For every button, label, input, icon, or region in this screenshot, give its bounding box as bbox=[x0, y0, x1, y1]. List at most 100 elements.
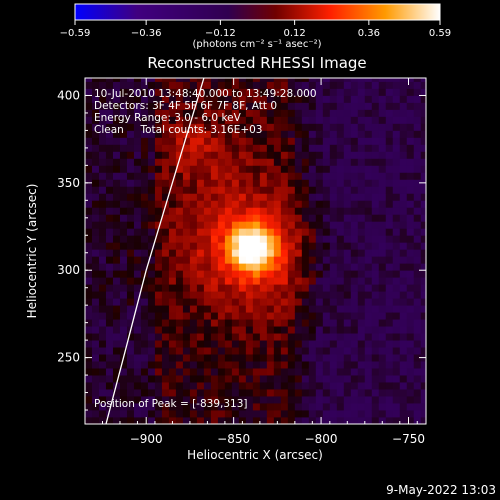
heatmap-cell bbox=[133, 116, 142, 124]
heatmap-cell bbox=[287, 109, 296, 117]
heatmap-cell bbox=[105, 200, 114, 208]
heatmap-cell bbox=[175, 375, 184, 383]
heatmap-cell bbox=[322, 263, 331, 271]
heatmap-cell bbox=[280, 305, 289, 313]
heatmap-cell bbox=[112, 242, 121, 250]
heatmap-cell bbox=[112, 144, 121, 152]
heatmap-cell bbox=[364, 396, 373, 404]
heatmap-cell bbox=[308, 326, 317, 334]
heatmap-cell bbox=[119, 298, 128, 306]
heatmap-cell bbox=[385, 144, 394, 152]
heatmap-cell bbox=[378, 361, 387, 369]
heatmap-cell bbox=[378, 354, 387, 362]
heatmap-cell bbox=[413, 340, 422, 348]
heatmap-cell bbox=[161, 144, 170, 152]
heatmap-cell bbox=[175, 291, 184, 299]
heatmap-cell bbox=[126, 298, 135, 306]
heatmap-cell bbox=[329, 347, 338, 355]
heatmap-cell bbox=[112, 396, 121, 404]
heatmap-cell bbox=[287, 207, 296, 215]
heatmap-cell bbox=[161, 249, 170, 257]
heatmap-cell bbox=[301, 109, 310, 117]
heatmap-cell bbox=[140, 326, 149, 334]
heatmap-cell bbox=[287, 403, 296, 411]
heatmap-cell bbox=[189, 333, 198, 341]
heatmap-cell bbox=[322, 305, 331, 313]
heatmap-cell bbox=[91, 151, 100, 159]
heatmap-cell bbox=[294, 319, 303, 327]
heatmap-cell bbox=[322, 347, 331, 355]
heatmap-cell bbox=[168, 270, 177, 278]
heatmap-cell bbox=[133, 228, 142, 236]
heatmap-cell bbox=[189, 410, 198, 418]
heatmap-cell bbox=[91, 326, 100, 334]
heatmap-cell bbox=[413, 389, 422, 397]
heatmap-cell bbox=[238, 319, 247, 327]
heatmap-cell bbox=[371, 263, 380, 271]
heatmap-cell bbox=[91, 263, 100, 271]
heatmap-cell bbox=[175, 137, 184, 145]
heatmap-cell bbox=[406, 249, 415, 257]
heatmap-cell bbox=[105, 277, 114, 285]
heatmap-cell bbox=[392, 361, 401, 369]
heatmap-cell bbox=[196, 95, 205, 103]
heatmap-cell bbox=[126, 151, 135, 159]
heatmap-cell bbox=[252, 333, 261, 341]
heatmap-cell bbox=[350, 200, 359, 208]
heatmap-cell bbox=[245, 144, 254, 152]
heatmap-cell bbox=[413, 368, 422, 376]
heatmap-cell bbox=[154, 305, 163, 313]
heatmap-cell bbox=[378, 326, 387, 334]
heatmap-cell bbox=[154, 263, 163, 271]
heatmap-cell bbox=[343, 298, 352, 306]
heatmap-cell bbox=[154, 242, 163, 250]
heatmap-cell bbox=[168, 249, 177, 257]
heatmap-cell bbox=[147, 95, 156, 103]
heatmap-cell bbox=[308, 389, 317, 397]
heatmap-cell bbox=[413, 396, 422, 404]
heatmap-cell bbox=[399, 333, 408, 341]
heatmap-cell bbox=[112, 417, 121, 424]
heatmap-cell bbox=[217, 172, 226, 180]
heatmap-cell bbox=[168, 291, 177, 299]
heatmap-cell bbox=[322, 228, 331, 236]
heatmap-cell bbox=[196, 179, 205, 187]
heatmap-cell bbox=[406, 242, 415, 250]
heatmap-cell bbox=[371, 368, 380, 376]
heatmap-cell bbox=[392, 347, 401, 355]
heatmap-cell bbox=[154, 277, 163, 285]
heatmap-cell bbox=[259, 410, 268, 418]
heatmap-cell bbox=[175, 410, 184, 418]
heatmap-cell bbox=[85, 375, 93, 383]
heatmap-cell bbox=[203, 340, 212, 348]
heatmap-cell bbox=[224, 298, 233, 306]
heatmap-cell bbox=[154, 151, 163, 159]
heatmap-cell bbox=[161, 417, 170, 424]
heatmap-cell bbox=[343, 137, 352, 145]
heatmap-cell bbox=[273, 375, 282, 383]
heatmap-cell bbox=[224, 123, 233, 131]
heatmap-cell bbox=[154, 116, 163, 124]
heatmap-cell bbox=[161, 270, 170, 278]
heatmap-cell bbox=[308, 249, 317, 257]
heatmap-cell bbox=[420, 158, 426, 166]
heatmap-cell bbox=[105, 95, 114, 103]
heatmap-cell bbox=[133, 137, 142, 145]
heatmap-cell bbox=[175, 151, 184, 159]
heatmap-cell bbox=[315, 270, 324, 278]
heatmap-cell bbox=[126, 88, 135, 96]
heatmap-cell bbox=[413, 116, 422, 124]
heatmap-cell bbox=[364, 347, 373, 355]
heatmap-cell bbox=[294, 88, 303, 96]
heatmap-cell bbox=[322, 186, 331, 194]
heatmap-cell bbox=[140, 137, 149, 145]
heatmap-cell bbox=[413, 375, 422, 383]
heatmap-cell bbox=[147, 242, 156, 250]
heatmap-cell bbox=[105, 235, 114, 243]
heatmap-cell bbox=[364, 312, 373, 320]
heatmap-cell bbox=[168, 130, 177, 138]
heatmap-cell bbox=[364, 417, 373, 424]
heatmap-cell bbox=[112, 116, 121, 124]
heatmap-cell bbox=[406, 375, 415, 383]
heatmap-cell bbox=[217, 354, 226, 362]
